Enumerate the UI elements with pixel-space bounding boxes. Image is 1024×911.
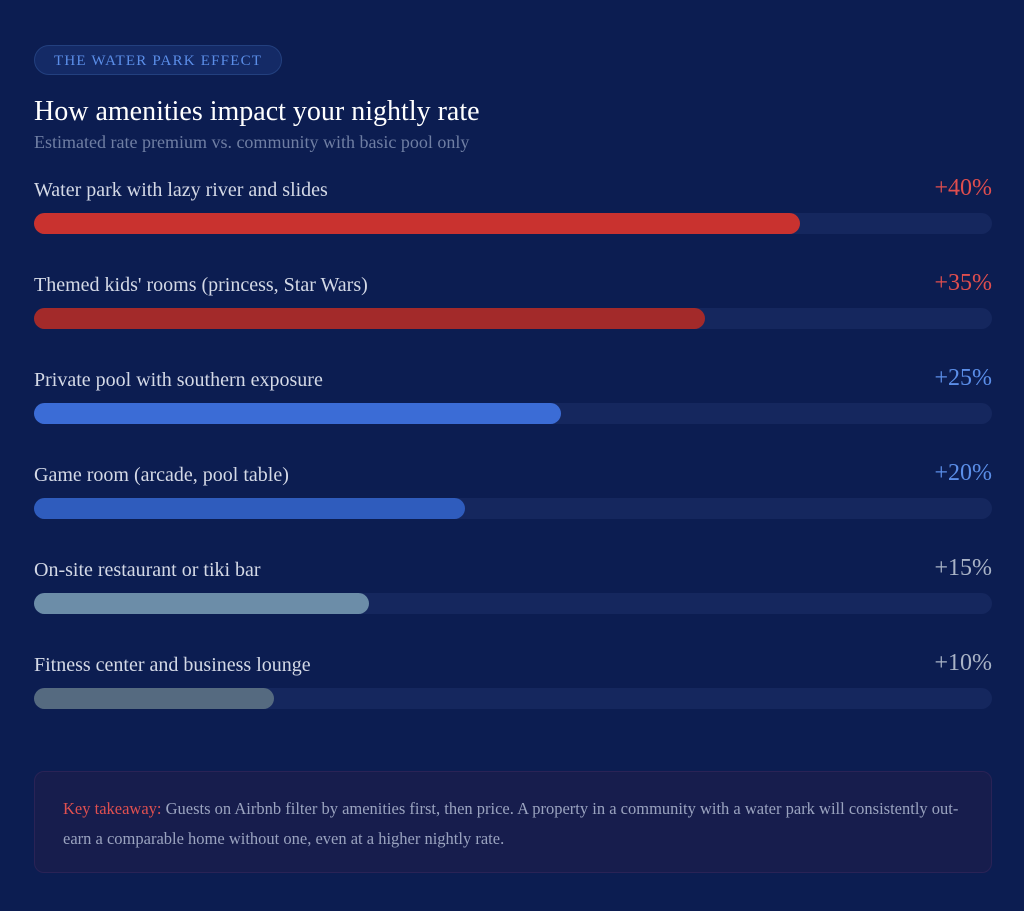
bar-label: On-site restaurant or tiki bar <box>34 559 261 581</box>
bar-fill <box>34 213 801 234</box>
key-takeaway-box: Key takeaway: Guests on Airbnb filter by… <box>34 771 992 873</box>
bar-row: Game room (arcade, pool table) +20% <box>34 460 992 557</box>
bar-fill <box>34 688 274 709</box>
bar-track <box>34 688 992 709</box>
bar-label: Private pool with southern exposure <box>34 369 323 391</box>
section-badge: THE WATER PARK EFFECT <box>34 45 283 75</box>
bar-row: On-site restaurant or tiki bar +15% <box>34 555 992 652</box>
key-takeaway-label: Key takeaway: <box>63 799 162 818</box>
chart-container: THE WATER PARK EFFECT How amenities impa… <box>34 45 992 747</box>
bar-track <box>34 593 992 614</box>
bar-row: Private pool with southern exposure +25% <box>34 365 992 462</box>
bar-track <box>34 498 992 519</box>
bar-track <box>34 403 992 424</box>
bar-label: Water park with lazy river and slides <box>34 179 328 201</box>
page-title: How amenities impact your nightly rate <box>34 96 480 127</box>
bar-fill <box>34 403 561 424</box>
page-subtitle: Estimated rate premium vs. community wit… <box>34 132 470 152</box>
bar-label: Game room (arcade, pool table) <box>34 464 289 486</box>
bar-value-label: +40% <box>934 175 992 201</box>
bar-value-label: +15% <box>934 555 992 581</box>
bar-label: Fitness center and business lounge <box>34 654 311 676</box>
bar-label: Themed kids' rooms (princess, Star Wars) <box>34 274 368 296</box>
bar-value-label: +35% <box>934 270 992 296</box>
bar-row: Water park with lazy river and slides +4… <box>34 175 992 272</box>
bar-fill <box>34 498 466 519</box>
bar-fill <box>34 593 370 614</box>
bar-value-label: +10% <box>934 650 992 676</box>
bar-track <box>34 213 992 234</box>
bar-value-label: +25% <box>934 365 992 391</box>
bar-value-label: +20% <box>934 460 992 486</box>
bar-list: Water park with lazy river and slides +4… <box>34 175 992 747</box>
bar-track <box>34 308 992 329</box>
bar-fill <box>34 308 705 329</box>
bar-row: Themed kids' rooms (princess, Star Wars)… <box>34 270 992 367</box>
key-takeaway-text: Guests on Airbnb filter by amenities fir… <box>63 799 959 848</box>
bar-row: Fitness center and business lounge +10% <box>34 650 992 747</box>
